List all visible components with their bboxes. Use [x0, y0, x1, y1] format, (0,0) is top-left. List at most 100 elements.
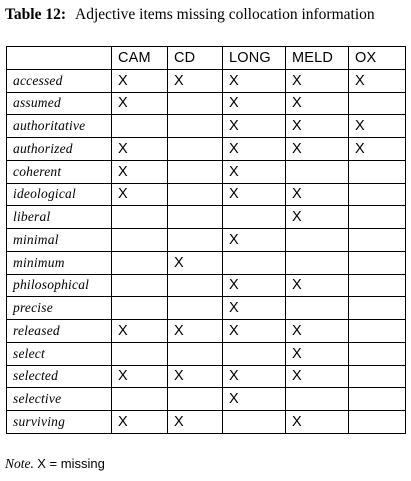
- table-row: assumed X X X: [6, 91, 406, 116]
- item-cell: accessed: [6, 68, 112, 93]
- mark-cell: X: [222, 319, 286, 343]
- table-title: Adjective items missing collocation info…: [75, 6, 375, 23]
- table-row: authoritative X X X: [6, 114, 406, 138]
- table-row: selected X X X X: [6, 364, 406, 389]
- mark-cell: X: [167, 410, 223, 434]
- mark-cell: X: [285, 114, 349, 138]
- item-cell: minimum: [6, 250, 112, 275]
- mark-cell: [348, 273, 406, 298]
- header-cell-cd: CD: [167, 46, 223, 70]
- mark-cell: X: [222, 296, 286, 320]
- mark-cell: [348, 182, 406, 207]
- item-cell: ideological: [6, 182, 112, 207]
- header-cell-meld: MELD: [285, 46, 349, 70]
- mark-cell: X: [111, 68, 168, 93]
- mark-cell: X: [111, 91, 168, 116]
- mark-cell: X: [222, 68, 286, 93]
- mark-cell: [111, 228, 168, 252]
- table-row: released X X X X: [6, 319, 406, 343]
- note-text: X = missing: [37, 456, 105, 471]
- table-row: coherent X X: [6, 159, 406, 184]
- mark-cell: X: [111, 182, 168, 207]
- mark-cell: [111, 387, 168, 411]
- mark-cell: [111, 250, 168, 275]
- mark-cell: [285, 228, 349, 252]
- table-row: philosophical X X: [6, 273, 406, 298]
- mark-cell: X: [111, 159, 168, 184]
- item-cell: philosophical: [6, 273, 112, 298]
- note-label: Note.: [5, 456, 34, 471]
- mark-cell: X: [222, 91, 286, 116]
- mark-cell: [222, 250, 286, 275]
- mark-cell: [167, 387, 223, 411]
- mark-cell: [348, 91, 406, 116]
- mark-cell: X: [222, 364, 286, 389]
- mark-cell: [348, 159, 406, 184]
- mark-cell: [167, 182, 223, 207]
- table-row: surviving X X X: [6, 410, 406, 434]
- header-cell-long: LONG: [222, 46, 286, 70]
- item-cell: select: [6, 341, 112, 366]
- table-caption: Table 12: Adjective items missing colloca…: [5, 6, 375, 24]
- mark-cell: [348, 205, 406, 229]
- mark-cell: [285, 296, 349, 320]
- mark-cell: [167, 137, 223, 161]
- mark-cell: [111, 296, 168, 320]
- mark-cell: X: [222, 387, 286, 411]
- mark-cell: [111, 273, 168, 298]
- item-cell: surviving: [6, 410, 112, 434]
- mark-cell: [222, 205, 286, 229]
- item-cell: authoritative: [6, 114, 112, 138]
- item-cell: selective: [6, 387, 112, 411]
- mark-cell: [348, 296, 406, 320]
- mark-cell: [111, 205, 168, 229]
- mark-cell: [111, 341, 168, 366]
- mark-cell: X: [285, 182, 349, 207]
- mark-cell: X: [111, 319, 168, 343]
- mark-cell: [167, 341, 223, 366]
- mark-cell: X: [285, 273, 349, 298]
- mark-cell: [285, 387, 349, 411]
- mark-cell: X: [222, 273, 286, 298]
- mark-cell: X: [111, 410, 168, 434]
- header-row: CAM CD LONG MELD OX: [6, 46, 406, 70]
- mark-cell: X: [285, 341, 349, 366]
- mark-cell: X: [167, 364, 223, 389]
- mark-cell: X: [222, 137, 286, 161]
- item-cell: liberal: [6, 205, 112, 229]
- table-row: minimum X: [6, 250, 406, 275]
- mark-cell: X: [222, 182, 286, 207]
- mark-cell: [167, 273, 223, 298]
- mark-cell: X: [285, 91, 349, 116]
- mark-cell: X: [167, 250, 223, 275]
- mark-cell: [285, 159, 349, 184]
- mark-cell: [167, 91, 223, 116]
- mark-cell: [348, 364, 406, 389]
- mark-cell: X: [222, 228, 286, 252]
- mark-cell: [222, 410, 286, 434]
- mark-cell: [167, 228, 223, 252]
- table-row: authorized X X X X: [6, 137, 406, 161]
- mark-cell: [348, 250, 406, 275]
- table-number: Table 12:: [5, 6, 67, 23]
- mark-cell: X: [285, 68, 349, 93]
- item-cell: precise: [6, 296, 112, 320]
- mark-cell: [167, 159, 223, 184]
- mark-cell: X: [285, 205, 349, 229]
- mark-cell: X: [285, 410, 349, 434]
- item-cell: assumed: [6, 91, 112, 116]
- table-row: ideological X X X: [6, 182, 406, 207]
- table-note: Note. X = missing: [5, 456, 105, 472]
- item-cell: minimal: [6, 228, 112, 252]
- item-cell: released: [6, 319, 112, 343]
- mark-cell: [348, 228, 406, 252]
- mark-cell: X: [167, 68, 223, 93]
- mark-cell: X: [167, 319, 223, 343]
- mark-cell: [348, 319, 406, 343]
- mark-cell: [348, 341, 406, 366]
- mark-cell: [167, 114, 223, 138]
- header-cell-item: [6, 46, 112, 70]
- item-cell: selected: [6, 364, 112, 389]
